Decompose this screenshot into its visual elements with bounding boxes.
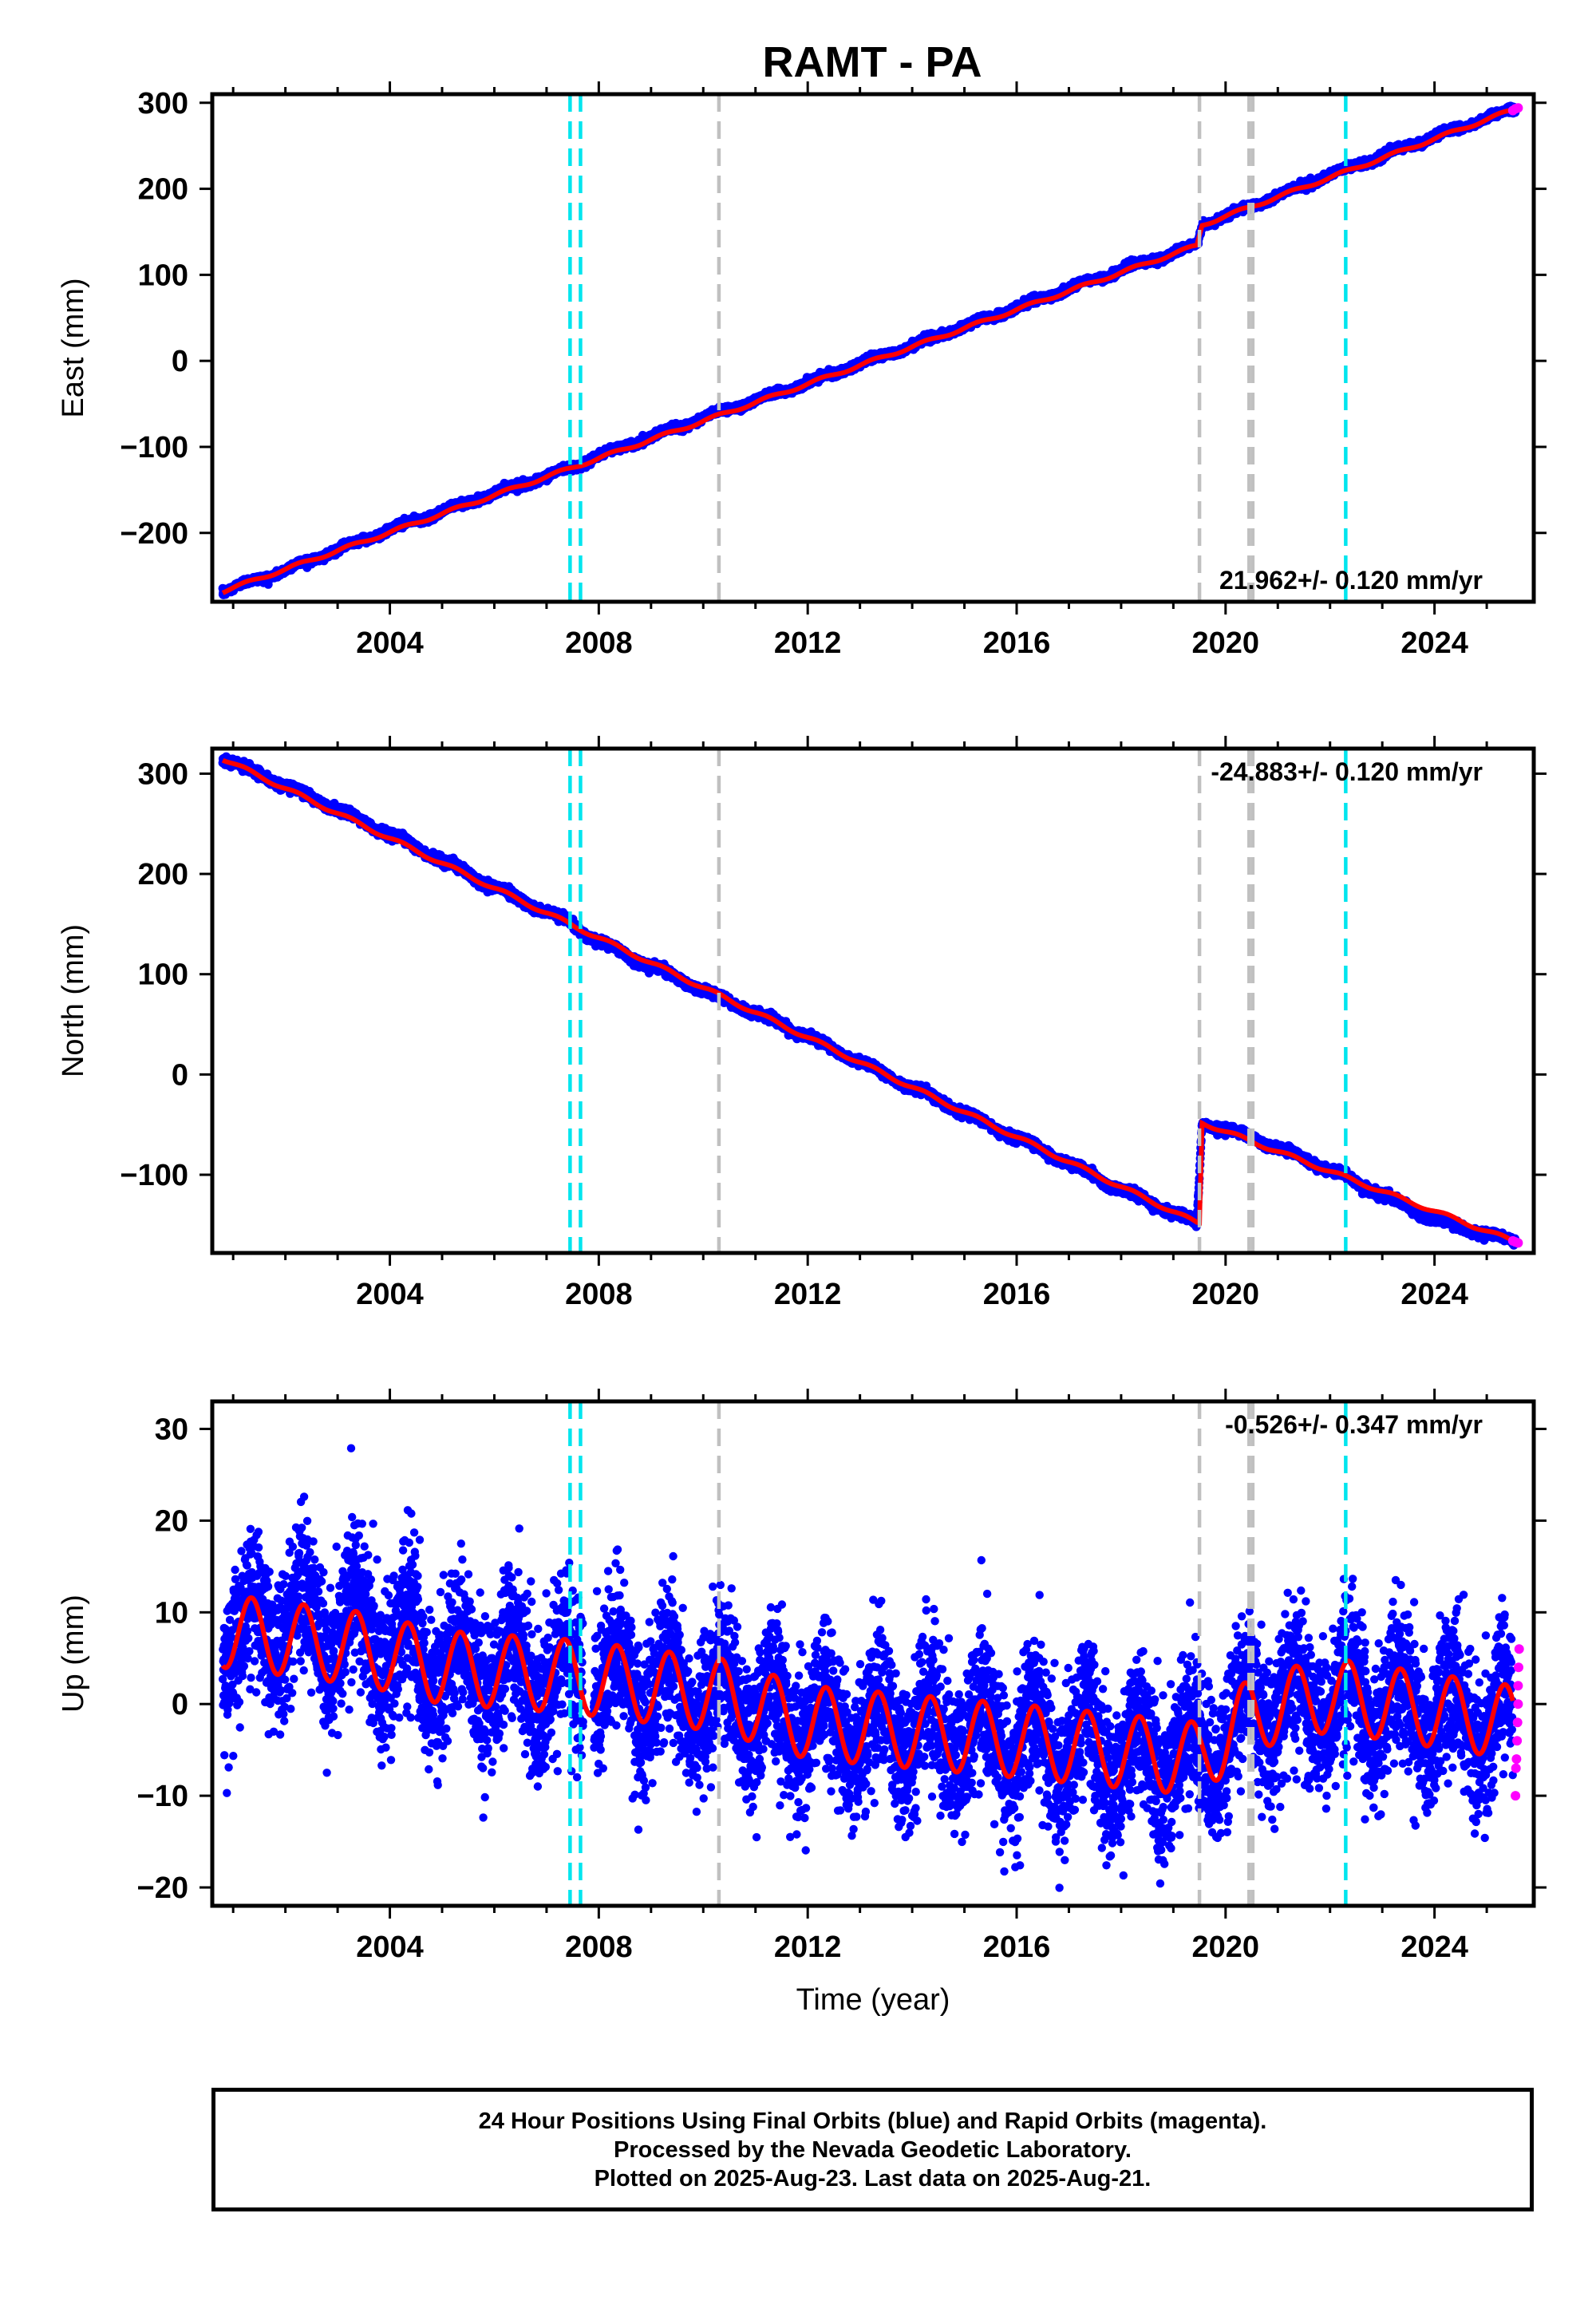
figure-title: RAMT - PA — [763, 38, 982, 86]
panels-group: 2004 2008 2012 2016 2020 2024−200−10001002003… — [57, 81, 1547, 2017]
panel-east: 2004 2008 2012 2016 2020 2024−200−10001002003… — [57, 81, 1547, 660]
plot-area-east — [218, 94, 1523, 602]
